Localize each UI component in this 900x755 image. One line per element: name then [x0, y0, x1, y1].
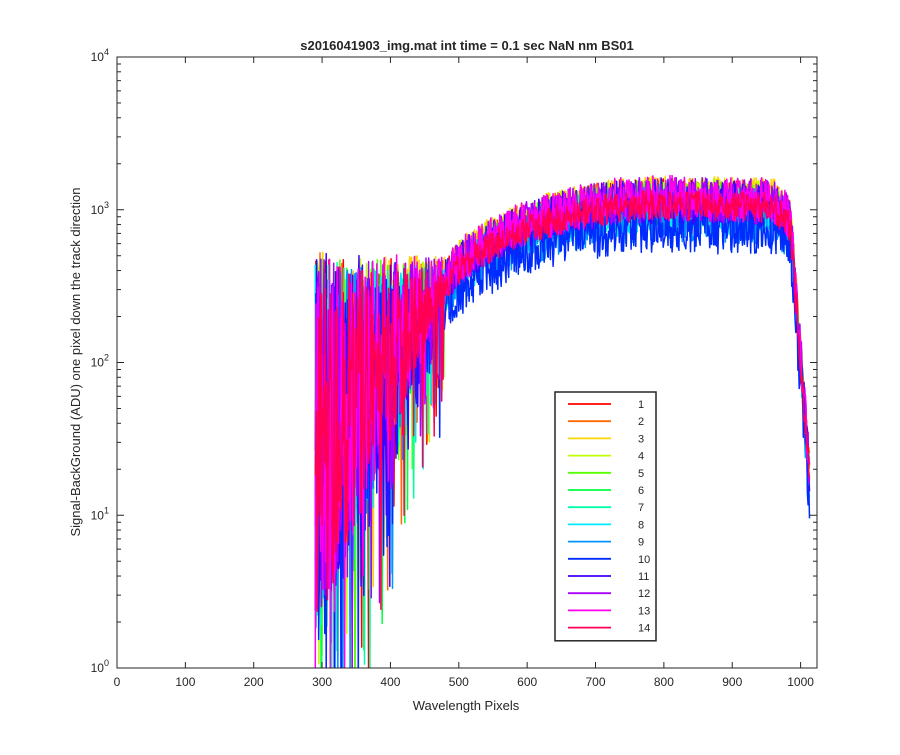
series-line-10: [314, 197, 811, 668]
x-tick-label: 1000: [787, 675, 814, 689]
x-tick-label: 900: [722, 675, 742, 689]
legend-box: [554, 391, 657, 642]
legend-label-3: 3: [638, 433, 644, 445]
legend-label-14: 14: [638, 623, 650, 635]
legend-label-6: 6: [638, 485, 644, 497]
series-group: [314, 174, 811, 668]
legend-label-1: 1: [638, 399, 644, 411]
legend-label-5: 5: [638, 468, 644, 480]
x-tick-label: 700: [586, 675, 606, 689]
x-axis-label: Wavelength Pixels: [413, 698, 520, 713]
x-tick-label: 400: [380, 675, 400, 689]
legend-label-7: 7: [638, 502, 644, 514]
chart-title: s2016041903_img.mat int time = 0.1 sec N…: [300, 38, 634, 53]
x-tick-label: 200: [244, 675, 264, 689]
legend-label-11: 11: [638, 571, 649, 583]
axes-group: 0 100 200 300 400 500 600 700 800 900 100010010110…: [91, 47, 818, 689]
legend-label-13: 13: [638, 605, 650, 617]
x-tick-label: 800: [654, 675, 674, 689]
y-axis-label: Signal-BackGround (ADU) one pixel down t…: [68, 187, 83, 536]
plot-area: [117, 57, 817, 668]
x-tick-label: 100: [175, 675, 195, 689]
x-tick-label: 300: [312, 675, 332, 689]
legend-label-10: 10: [638, 554, 650, 566]
y-tick-label: 104: [91, 47, 109, 64]
x-tick-label: 500: [449, 675, 469, 689]
y-tick-label: 101: [91, 505, 109, 522]
y-tick-label: 103: [91, 200, 109, 217]
legend-label-2: 2: [638, 416, 644, 428]
y-tick-label: 100: [91, 658, 109, 675]
x-tick-label: 600: [517, 675, 537, 689]
legend-label-9: 9: [638, 537, 644, 549]
y-tick-label: 102: [91, 353, 109, 370]
legend-label-12: 12: [638, 588, 650, 600]
legend-label-8: 8: [638, 519, 644, 531]
legend-label-4: 4: [638, 451, 644, 463]
series-line-14: [314, 189, 811, 613]
x-tick-label: 0: [114, 675, 121, 689]
